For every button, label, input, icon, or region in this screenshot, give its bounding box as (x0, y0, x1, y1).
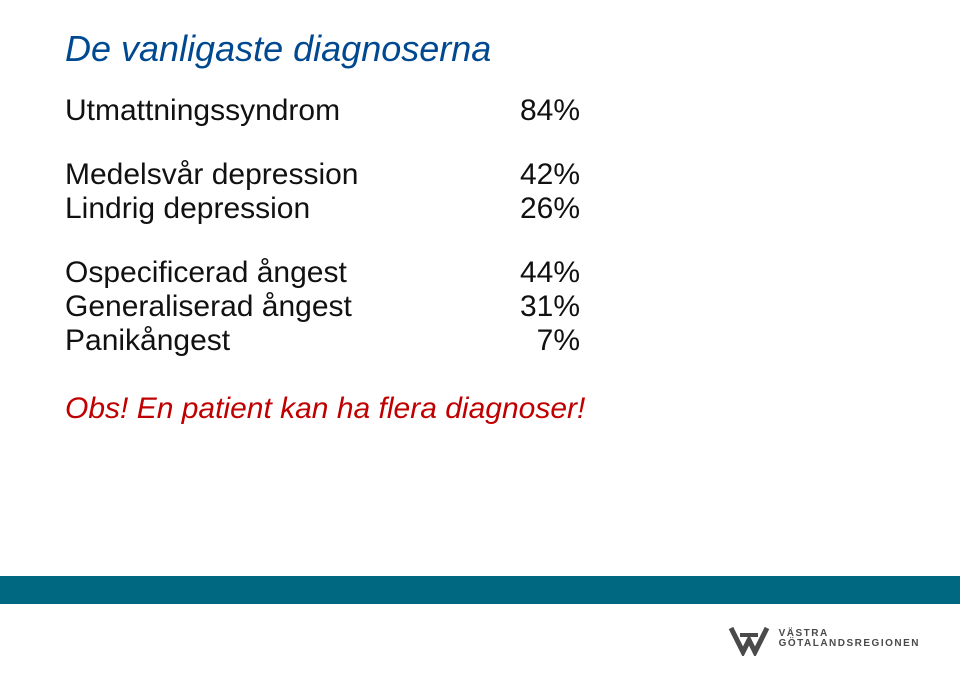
spacer (65, 226, 895, 256)
row-value: 84% (460, 94, 580, 128)
row-label: Panikångest (65, 324, 460, 358)
row-label: Lindrig depression (65, 192, 460, 226)
row-label: Utmattningssyndrom (65, 94, 460, 128)
data-row: Generaliserad ångest 31% (65, 290, 895, 324)
slide-title: De vanligaste diagnoserna (65, 28, 895, 70)
content-area: De vanligaste diagnoserna Utmattningssyn… (65, 28, 895, 426)
vgr-logo-icon (725, 622, 773, 656)
footnote: Obs! En patient kan ha flera diagnoser! (65, 392, 895, 426)
data-row: Medelsvår depression 42% (65, 158, 895, 192)
slide: De vanligaste diagnoserna Utmattningssyn… (0, 0, 960, 676)
row-value: 26% (460, 192, 580, 226)
data-row: Panikångest 7% (65, 324, 895, 358)
data-row: Lindrig depression 26% (65, 192, 895, 226)
data-row: Ospecificerad ångest 44% (65, 256, 895, 290)
row-value: 7% (460, 324, 580, 358)
row-label: Medelsvår depression (65, 158, 460, 192)
spacer (65, 128, 895, 158)
row-value: 31% (460, 290, 580, 324)
data-row: Utmattningssyndrom 84% (65, 94, 895, 128)
footer-logo: VÄSTRA GÖTALANDSREGIONEN (725, 622, 920, 656)
row-label: Ospecificerad ångest (65, 256, 460, 290)
row-label: Generaliserad ångest (65, 290, 460, 324)
row-value: 44% (460, 256, 580, 290)
footer-bar (0, 576, 960, 604)
row-value: 42% (460, 158, 580, 192)
logo-line2: GÖTALANDSREGIONEN (779, 639, 920, 649)
logo-text: VÄSTRA GÖTALANDSREGIONEN (779, 629, 920, 649)
